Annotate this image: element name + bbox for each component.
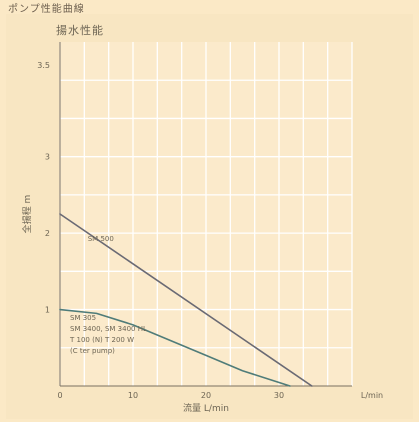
x-tick-label: 20 [201, 391, 211, 400]
upper-curve-label: SM 500 [88, 235, 114, 243]
x-tick-label: 10 [128, 391, 138, 400]
series-line-2 [59, 308, 291, 387]
y-tick-label: 1 [45, 306, 50, 315]
lower-curve-label: SM 3400, SM 3400 HL [70, 325, 147, 333]
y-tick-label: 3.5 [37, 61, 50, 70]
x-tick-label: L/min [361, 391, 383, 400]
y-axis-label: 全揚程 m [21, 195, 33, 234]
x-axis-label: 流量 L/min [183, 402, 229, 414]
x-tick-label: 0 [57, 391, 62, 400]
y-tick-label: 3 [45, 153, 50, 162]
lower-curve-label: SM 305 [70, 314, 96, 322]
y-tick-label: 2 [45, 229, 50, 238]
x-tick-label: 30 [274, 391, 284, 400]
lower-curve-label: (C ter pump) [70, 347, 115, 355]
chart-title: 揚水性能 [56, 24, 104, 37]
lower-curve-label: T 100 (N) T 200 W [69, 336, 134, 344]
page-title: ポンプ性能曲線 [8, 4, 85, 15]
series-line-1 [59, 213, 313, 387]
